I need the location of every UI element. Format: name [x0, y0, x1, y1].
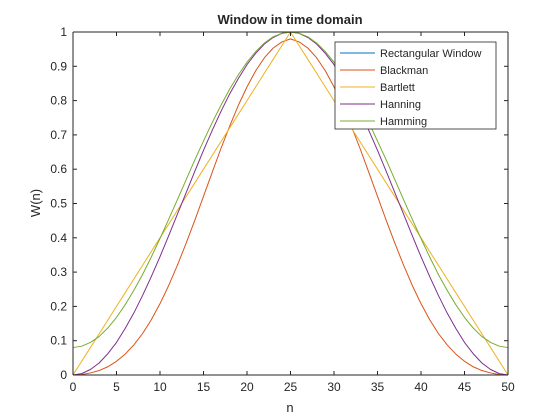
y-tick-label: 0.3: [50, 265, 67, 279]
x-tick-label: 30: [327, 380, 341, 394]
y-tick-label: 0.5: [50, 197, 67, 211]
legend-label-hanning: Hanning: [380, 99, 421, 111]
x-tick-label: 50: [501, 380, 515, 394]
legend: Rectangular Window Blackman Bartlett Hannin…: [334, 41, 497, 130]
x-ticks: 0 5 10 15 20 25 30 35 40 45 50: [70, 32, 515, 394]
x-tick-label: 35: [371, 380, 385, 394]
x-tick-label: 40: [414, 380, 428, 394]
y-tick-label: 0.2: [50, 299, 67, 313]
legend-box: [334, 41, 497, 130]
y-tick-label: 1: [60, 25, 67, 39]
y-ticks: 0 0.1 0.2 0.3 0.4 0.5 0.6 0.7 0.8 0.9 1: [50, 25, 508, 382]
x-tick-label: 10: [153, 380, 167, 394]
series-line-blackman: [72, 38, 509, 376]
x-tick-label: 20: [240, 380, 254, 394]
y-tick-label: 0.7: [50, 128, 67, 142]
chart-title: Window in time domain: [217, 12, 362, 27]
legend-label-rectangular-window: Rectangular Window: [380, 48, 482, 60]
y-tick-label: 0.8: [50, 94, 67, 108]
y-tick-label: 0.1: [50, 334, 67, 348]
x-tick-label: 0: [70, 380, 77, 394]
legend-label-blackman: Blackman: [380, 65, 428, 77]
y-tick-label: 0.4: [50, 231, 67, 245]
x-tick-label: 15: [197, 380, 211, 394]
x-tick-label: 25: [284, 380, 298, 394]
x-axis-label: n: [286, 400, 293, 415]
x-tick-label: 45: [458, 380, 472, 394]
legend-label-bartlett: Bartlett: [380, 82, 415, 94]
y-tick-label: 0.9: [50, 59, 67, 73]
y-axis-label: W(n): [28, 189, 43, 217]
x-tick-label: 5: [113, 380, 120, 394]
y-tick-label: 0.6: [50, 162, 67, 176]
legend-label-hamming: Hamming: [380, 116, 427, 128]
y-tick-label: 0: [60, 368, 67, 382]
